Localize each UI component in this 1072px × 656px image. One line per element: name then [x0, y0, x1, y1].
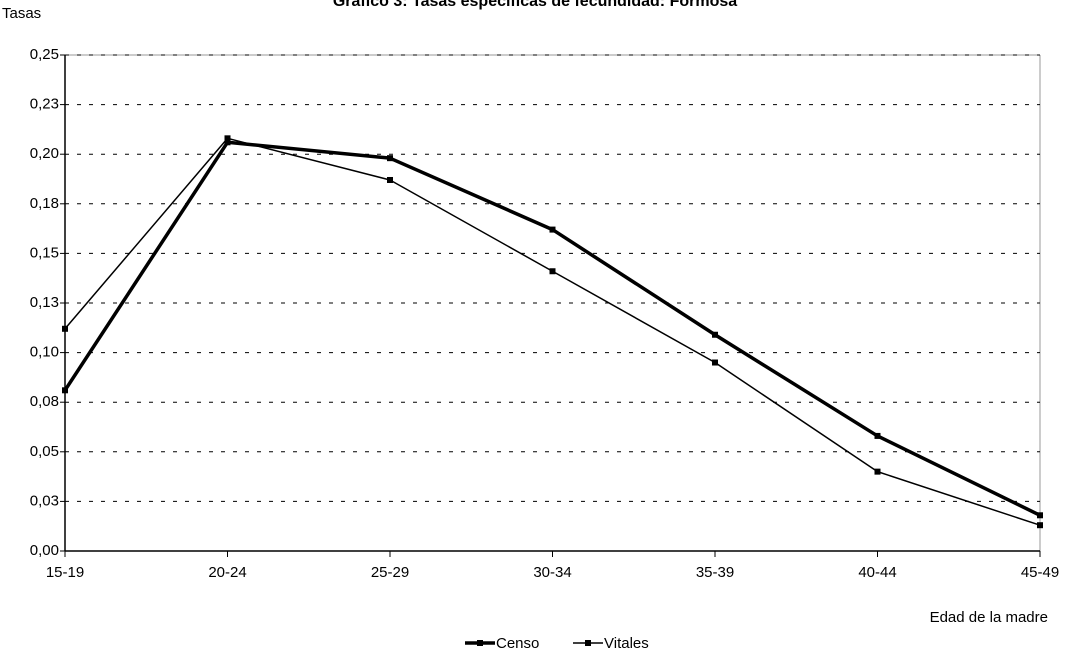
- x-axis-label: Edad de la madre: [930, 609, 1048, 626]
- y-tick-label: 0,15: [30, 244, 59, 261]
- point-marker: [874, 468, 881, 475]
- x-tick-label: 15-19: [46, 564, 84, 581]
- point-marker: [874, 432, 881, 439]
- legend-marker: [477, 640, 483, 646]
- x-tick-label: 20-24: [208, 564, 246, 581]
- y-axis-label: Tasas: [2, 5, 41, 22]
- y-tick-label: 0,00: [30, 542, 59, 559]
- y-tick-label: 0,25: [30, 46, 59, 63]
- x-tick-label: 45-49: [1021, 564, 1059, 581]
- legend-marker: [585, 640, 591, 646]
- point-marker: [224, 139, 231, 146]
- point-marker: [224, 135, 231, 142]
- chart-title: Gráfico 3: Tasas específicas de fecundid…: [333, 0, 737, 10]
- y-tick-label: 0,10: [30, 344, 59, 361]
- legend-label: Censo: [496, 635, 539, 652]
- point-marker: [387, 176, 393, 183]
- y-tick-label: 0,20: [30, 145, 59, 162]
- x-tick-label: 35-39: [696, 564, 734, 581]
- point-marker: [712, 359, 718, 366]
- y-tick-label: 0,18: [30, 195, 59, 212]
- point-marker: [62, 387, 68, 394]
- x-tick-label: 25-29: [371, 564, 409, 581]
- y-tick-label: 0,03: [30, 492, 59, 509]
- point-marker: [62, 325, 68, 332]
- point-marker: [712, 331, 718, 338]
- x-tick-label: 40-44: [858, 564, 896, 581]
- point-marker: [549, 226, 556, 233]
- legend-label: Vitales: [604, 635, 649, 652]
- y-tick-label: 0,13: [30, 294, 59, 311]
- series-line: [63, 140, 1041, 517]
- x-tick-label: 30-34: [533, 564, 571, 581]
- series-line: [64, 137, 1041, 526]
- y-tick-label: 0,05: [30, 443, 59, 460]
- y-tick-label: 0,23: [30, 96, 59, 113]
- point-marker: [387, 155, 393, 162]
- point-marker: [549, 268, 556, 275]
- y-tick-label: 0,08: [30, 393, 59, 410]
- point-marker: [1037, 512, 1043, 519]
- point-marker: [1037, 522, 1043, 529]
